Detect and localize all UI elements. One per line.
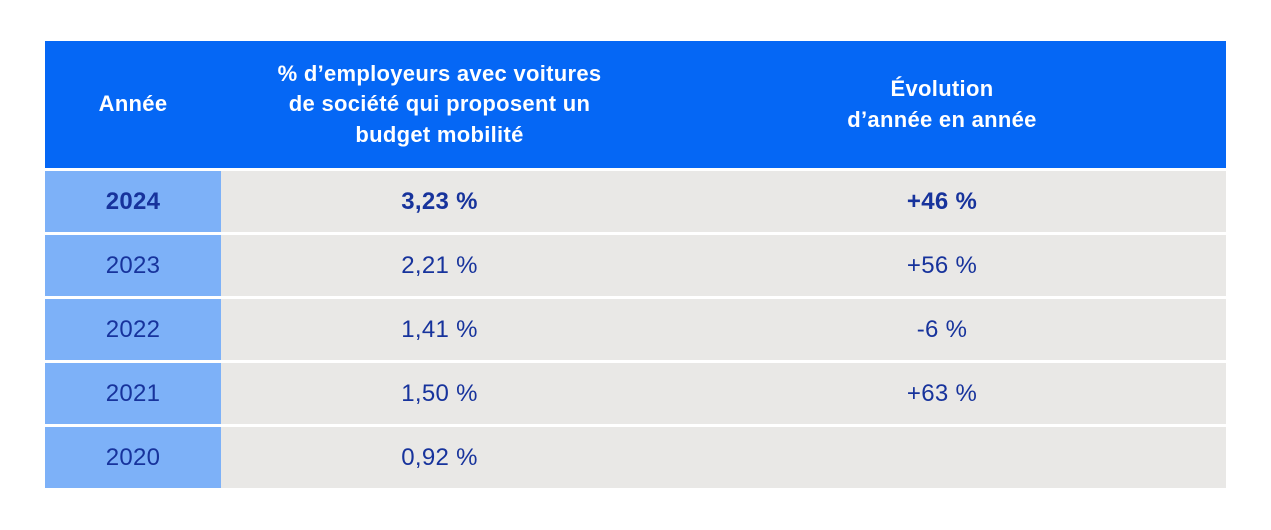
percent-cell: 0,92 % — [221, 427, 658, 488]
year-cell: 2023 — [45, 235, 221, 296]
evolution-cell — [658, 427, 1226, 488]
table-row-2024: 2024 3,23 % +46 % — [45, 171, 1226, 232]
evolution-cell: -6 % — [658, 299, 1226, 360]
mobility-budget-table: Année % d’employeurs avec voitures de so… — [45, 41, 1226, 488]
column-header-annee: Année — [45, 41, 221, 168]
table-row-2020: 2020 0,92 % — [45, 427, 1226, 488]
evolution-cell: +63 % — [658, 363, 1226, 424]
column-header-evolution: Évolution d’année en année — [658, 41, 1226, 168]
table-header-row: Année % d’employeurs avec voitures de so… — [45, 41, 1226, 168]
table-row-2023: 2023 2,21 % +56 % — [45, 235, 1226, 296]
year-cell: 2024 — [45, 171, 221, 232]
table-row-2021: 2021 1,50 % +63 % — [45, 363, 1226, 424]
percent-cell: 1,50 % — [221, 363, 658, 424]
percent-cell: 2,21 % — [221, 235, 658, 296]
column-header-percent-employeurs: % d’employeurs avec voitures de société … — [221, 41, 658, 168]
evolution-cell: +46 % — [658, 171, 1226, 232]
evolution-cell: +56 % — [658, 235, 1226, 296]
year-cell: 2022 — [45, 299, 221, 360]
year-cell: 2021 — [45, 363, 221, 424]
percent-cell: 1,41 % — [221, 299, 658, 360]
table-row-2022: 2022 1,41 % -6 % — [45, 299, 1226, 360]
percent-cell: 3,23 % — [221, 171, 658, 232]
year-cell: 2020 — [45, 427, 221, 488]
